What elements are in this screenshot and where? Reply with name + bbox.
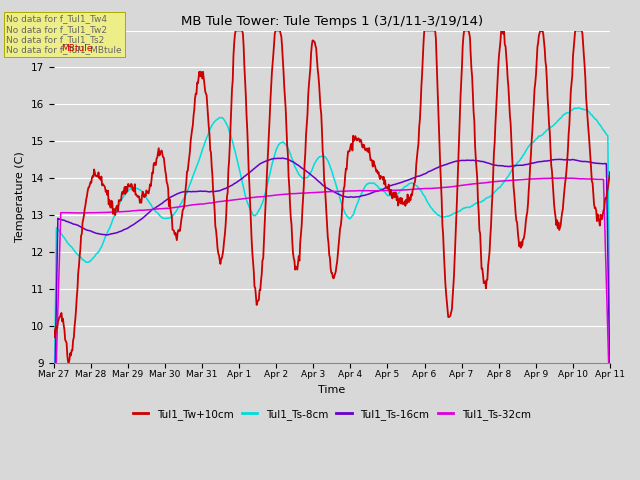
Text: No data for f_Tul1_Tw4
No data for f_Tul1_Tw2
No data for f_Tul1_Ts2
No data for: No data for f_Tul1_Tw4 No data for f_Tul…	[6, 14, 122, 55]
Text: MBtule: MBtule	[61, 44, 92, 53]
Title: MB Tule Tower: Tule Temps 1 (3/1/11-3/19/14): MB Tule Tower: Tule Temps 1 (3/1/11-3/19…	[180, 15, 483, 28]
X-axis label: Time: Time	[318, 385, 346, 395]
Legend: Tul1_Tw+10cm, Tul1_Ts-8cm, Tul1_Ts-16cm, Tul1_Ts-32cm: Tul1_Tw+10cm, Tul1_Ts-8cm, Tul1_Ts-16cm,…	[129, 405, 535, 424]
Y-axis label: Temperature (C): Temperature (C)	[15, 151, 25, 242]
